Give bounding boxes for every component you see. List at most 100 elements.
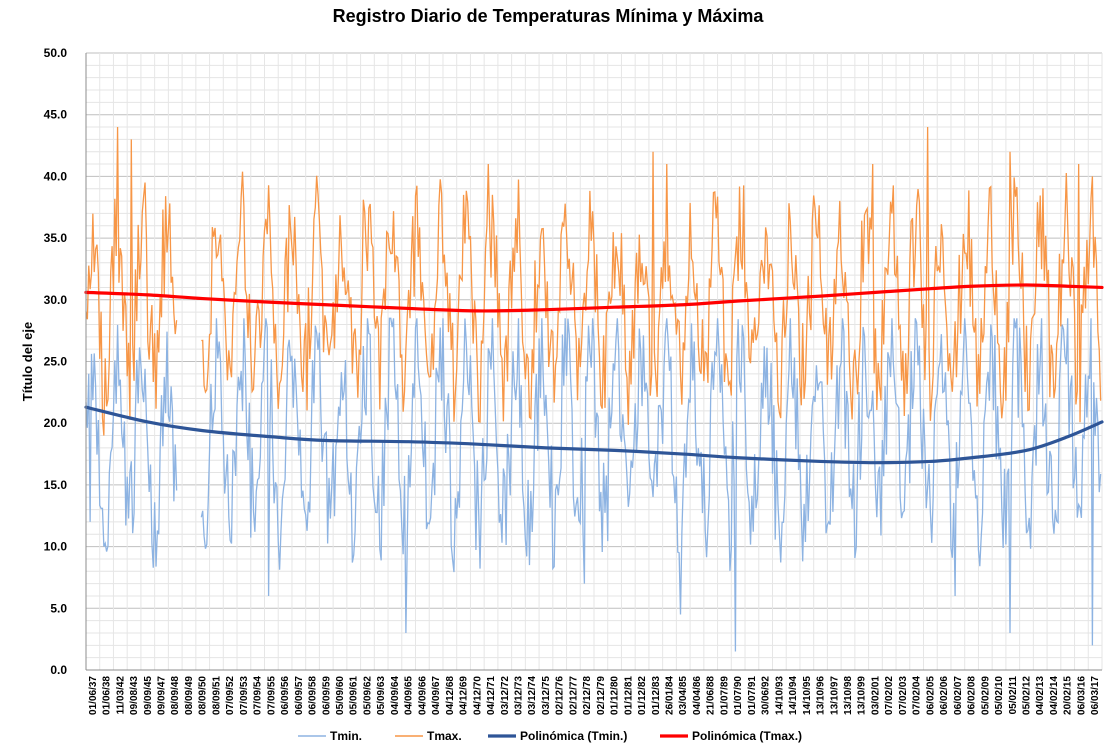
legend-label: Tmin. — [330, 729, 362, 743]
legend-label: Polinómica (Tmin.) — [520, 729, 627, 743]
x-tick-label: 08/09/51 — [211, 676, 222, 715]
y-tick-label: 30.0 — [44, 293, 68, 307]
x-tick-label: 04/12/71 — [486, 676, 497, 715]
x-tick-label: 03/12/75 — [541, 676, 552, 715]
x-tick-label: 04/09/64 — [390, 676, 401, 715]
x-tick-label: 01/06/38 — [102, 676, 113, 715]
y-tick-label: 25.0 — [44, 355, 68, 369]
x-tick-label: 03/04/85 — [678, 676, 689, 715]
x-tick-label: 01/06/37 — [88, 676, 99, 715]
x-tick-label: 04/12/68 — [445, 676, 456, 715]
legend-trend-tmin: Polinómica (Tmin.) — [488, 729, 627, 743]
x-tick-labels: 01/06/37 01/06/38 11/03/42 09/08/43 09/09/45… — [88, 676, 1101, 715]
x-tick-label: 30/06/92 — [761, 676, 772, 715]
x-tick-label: 06/02/06 — [939, 676, 950, 715]
chart-title: Registro Diario de Temperaturas Mínima y… — [333, 6, 765, 26]
legend-tmax: Tmax. — [395, 729, 462, 743]
x-tick-label: 02/12/77 — [568, 676, 579, 715]
tmin-line — [200, 317, 1102, 652]
x-tick-label: 07/09/53 — [239, 676, 250, 715]
legend-label: Tmax. — [427, 729, 462, 743]
x-tick-label: 13/10/96 — [816, 676, 827, 715]
x-tick-label: 07/09/54 — [253, 676, 264, 715]
x-tick-label: 02/12/76 — [555, 676, 566, 715]
x-tick-label: 04/02/13 — [1035, 676, 1046, 715]
y-tick-label: 15.0 — [44, 478, 68, 492]
y-tick-label: 45.0 — [44, 108, 68, 122]
x-tick-label: 01/12/81 — [623, 676, 634, 715]
y-axis-title: Título del eje — [20, 322, 35, 401]
x-tick-label: 08/09/48 — [170, 676, 181, 715]
x-tick-label: 05/02/12 — [1021, 676, 1032, 715]
x-tick-label: 09/09/45 — [143, 676, 154, 715]
x-tick-label: 05/02/10 — [994, 676, 1005, 715]
x-tick-label: 09/08/43 — [129, 676, 140, 715]
x-tick-label: 02/12/79 — [596, 676, 607, 715]
x-tick-label: 04/12/70 — [472, 676, 483, 715]
trend-tmin-line — [84, 405, 1104, 465]
y-tick-label: 40.0 — [44, 169, 68, 183]
x-tick-label: 01/12/80 — [610, 676, 621, 715]
x-tick-label: 03/02/01 — [870, 676, 881, 715]
x-tick-label: 11/03/42 — [115, 676, 126, 715]
x-tick-label: 06/02/08 — [967, 676, 978, 715]
x-tick-label: 05/09/60 — [335, 676, 346, 715]
x-tick-label: 06/09/57 — [294, 676, 305, 715]
x-tick-label: 06/02/05 — [925, 676, 936, 715]
tmax-line — [85, 127, 178, 436]
x-tick-label: 13/10/97 — [829, 676, 840, 715]
x-tick-label: 04/09/66 — [417, 676, 428, 715]
x-tick-label: 06/02/07 — [953, 676, 964, 715]
x-tick-label: 04/09/65 — [404, 676, 415, 715]
x-tick-label: 06/09/59 — [321, 676, 332, 715]
tmax-line — [201, 127, 1102, 425]
series-tmin — [85, 317, 1102, 652]
x-tick-label: 02/12/78 — [582, 676, 593, 715]
x-tick-label: 07/02/02 — [884, 676, 895, 715]
x-tick-label: 01/12/82 — [637, 676, 648, 715]
x-tick-label: 08/09/49 — [184, 676, 195, 715]
x-tick-label: 01/07/91 — [747, 676, 758, 715]
x-tick-label: 14/10/93 — [774, 676, 785, 715]
x-tick-label: 07/02/04 — [912, 676, 923, 715]
axes — [85, 53, 1102, 671]
x-tick-label: 05/02/09 — [980, 676, 991, 715]
x-tick-label: 06/03/16 — [1076, 676, 1087, 715]
x-tick-label: 13/10/98 — [843, 676, 854, 715]
y-tick-label: 20.0 — [44, 416, 68, 430]
series-tmax — [85, 127, 1102, 436]
x-tick-label: 05/02/11 — [1008, 676, 1019, 715]
x-tick-label: 01/12/83 — [651, 676, 662, 715]
y-tick-label: 10.0 — [44, 540, 68, 554]
x-tick-label: 03/12/74 — [527, 676, 538, 715]
x-tick-label: 06/03/17 — [1090, 676, 1101, 715]
chart-legend: Tmin. Tmax. Polinómica (Tmin.) Polinómica (… — [298, 729, 802, 743]
x-tick-label: 07/09/55 — [266, 676, 277, 715]
trend-tmax-line — [84, 283, 1104, 313]
x-tick-label: 08/09/50 — [198, 676, 209, 715]
x-tick-label: 03/12/72 — [500, 676, 511, 715]
x-tick-label: 05/09/61 — [349, 676, 360, 715]
legend-tmin: Tmin. — [298, 729, 362, 743]
x-tick-label: 01/07/90 — [733, 676, 744, 715]
x-tick-label: 04/02/14 — [1049, 676, 1060, 715]
x-tick-label: 09/09/47 — [157, 676, 168, 715]
x-tick-label: 04/09/67 — [431, 676, 442, 715]
y-tick-labels: 0.0 5.0 10.0 15.0 20.0 25.0 30.0 35.0 40.0 45.0 50… — [44, 46, 68, 677]
y-tick-label: 35.0 — [44, 231, 68, 245]
legend-trend-tmax: Polinómica (Tmax.) — [660, 729, 802, 743]
y-tick-label: 50.0 — [44, 46, 68, 60]
legend-label: Polinómica (Tmax.) — [692, 729, 802, 743]
trend-lines — [84, 283, 1104, 465]
x-tick-label: 13/10/99 — [857, 676, 868, 715]
x-tick-label: 21/06/88 — [706, 676, 717, 715]
x-tick-label: 06/09/56 — [280, 676, 291, 715]
x-tick-label: 06/09/58 — [308, 676, 319, 715]
x-tick-label: 07/02/03 — [898, 676, 909, 715]
x-tick-label: 05/09/63 — [376, 676, 387, 715]
y-tick-label: 0.0 — [50, 663, 67, 677]
x-tick-label: 03/12/73 — [513, 676, 524, 715]
tmin-line — [85, 324, 178, 568]
